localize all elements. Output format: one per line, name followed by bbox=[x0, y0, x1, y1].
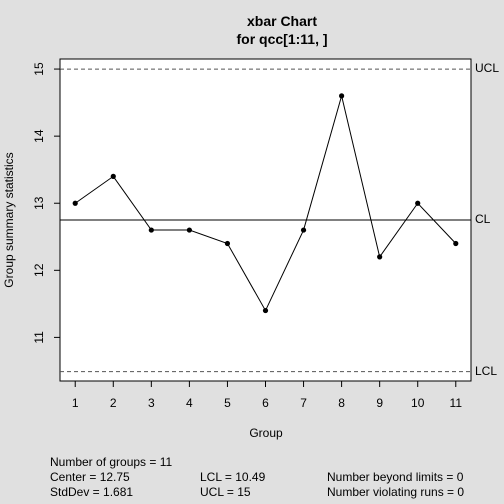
x-tick-label: 6 bbox=[262, 396, 269, 410]
x-tick-label: 10 bbox=[411, 396, 425, 410]
y-tick-label: 13 bbox=[32, 196, 46, 210]
x-tick-label: 1 bbox=[72, 396, 79, 410]
y-tick-label: 12 bbox=[32, 263, 46, 277]
x-tick-label: 3 bbox=[148, 396, 155, 410]
data-point bbox=[377, 254, 383, 260]
x-tick-label: 4 bbox=[186, 396, 193, 410]
data-point bbox=[300, 227, 307, 233]
stat-ucl: UCL = 15 bbox=[200, 485, 251, 499]
data-point bbox=[262, 307, 269, 314]
y-tick-label: 14 bbox=[32, 129, 46, 143]
y-tick-label: 15 bbox=[32, 62, 46, 76]
x-axis-label: Group bbox=[249, 426, 283, 440]
data-point bbox=[72, 200, 78, 206]
data-point bbox=[339, 93, 345, 99]
control-limits: UCL CL LCL bbox=[60, 61, 499, 378]
data-point bbox=[186, 227, 192, 233]
data-point bbox=[415, 200, 421, 206]
data-point bbox=[453, 240, 459, 247]
stat-violating-runs: Number violating runs = 0 bbox=[327, 485, 464, 499]
data-series bbox=[72, 93, 459, 314]
cl-label: CL bbox=[475, 212, 491, 226]
data-point bbox=[110, 173, 116, 179]
x-tick-label: 5 bbox=[224, 396, 231, 410]
y-axis: 11 12 13 14 15 bbox=[32, 62, 61, 344]
stat-lcl: LCL = 10.49 bbox=[200, 470, 266, 484]
data-point bbox=[148, 227, 154, 233]
chart-title: xbar Chart bbox=[247, 13, 317, 29]
stat-center: Center = 12.75 bbox=[50, 470, 130, 484]
chart-subtitle: for qcc[1:11, ] bbox=[236, 31, 327, 47]
x-tick-label: 2 bbox=[110, 396, 117, 410]
x-axis: 1 2 3 4 5 6 7 8 9 10 11 bbox=[72, 380, 463, 410]
x-tick-label: 7 bbox=[300, 396, 307, 410]
x-tick-label: 8 bbox=[338, 396, 345, 410]
x-tick-label: 11 bbox=[450, 396, 463, 410]
data-point bbox=[224, 240, 231, 247]
stat-stddev: StdDev = 1.681 bbox=[50, 485, 133, 499]
ucl-label: UCL bbox=[475, 61, 499, 75]
y-axis-label: Group summary statistics bbox=[2, 152, 16, 287]
stat-beyond-limits: Number beyond limits = 0 bbox=[327, 470, 464, 484]
y-tick-label: 11 bbox=[32, 331, 46, 344]
stat-groups: Number of groups = 11 bbox=[50, 455, 173, 469]
x-tick-label: 9 bbox=[376, 396, 383, 410]
stats-panel: Number of groups = 11 Center = 12.75 Std… bbox=[50, 455, 464, 499]
lcl-label: LCL bbox=[475, 364, 497, 378]
